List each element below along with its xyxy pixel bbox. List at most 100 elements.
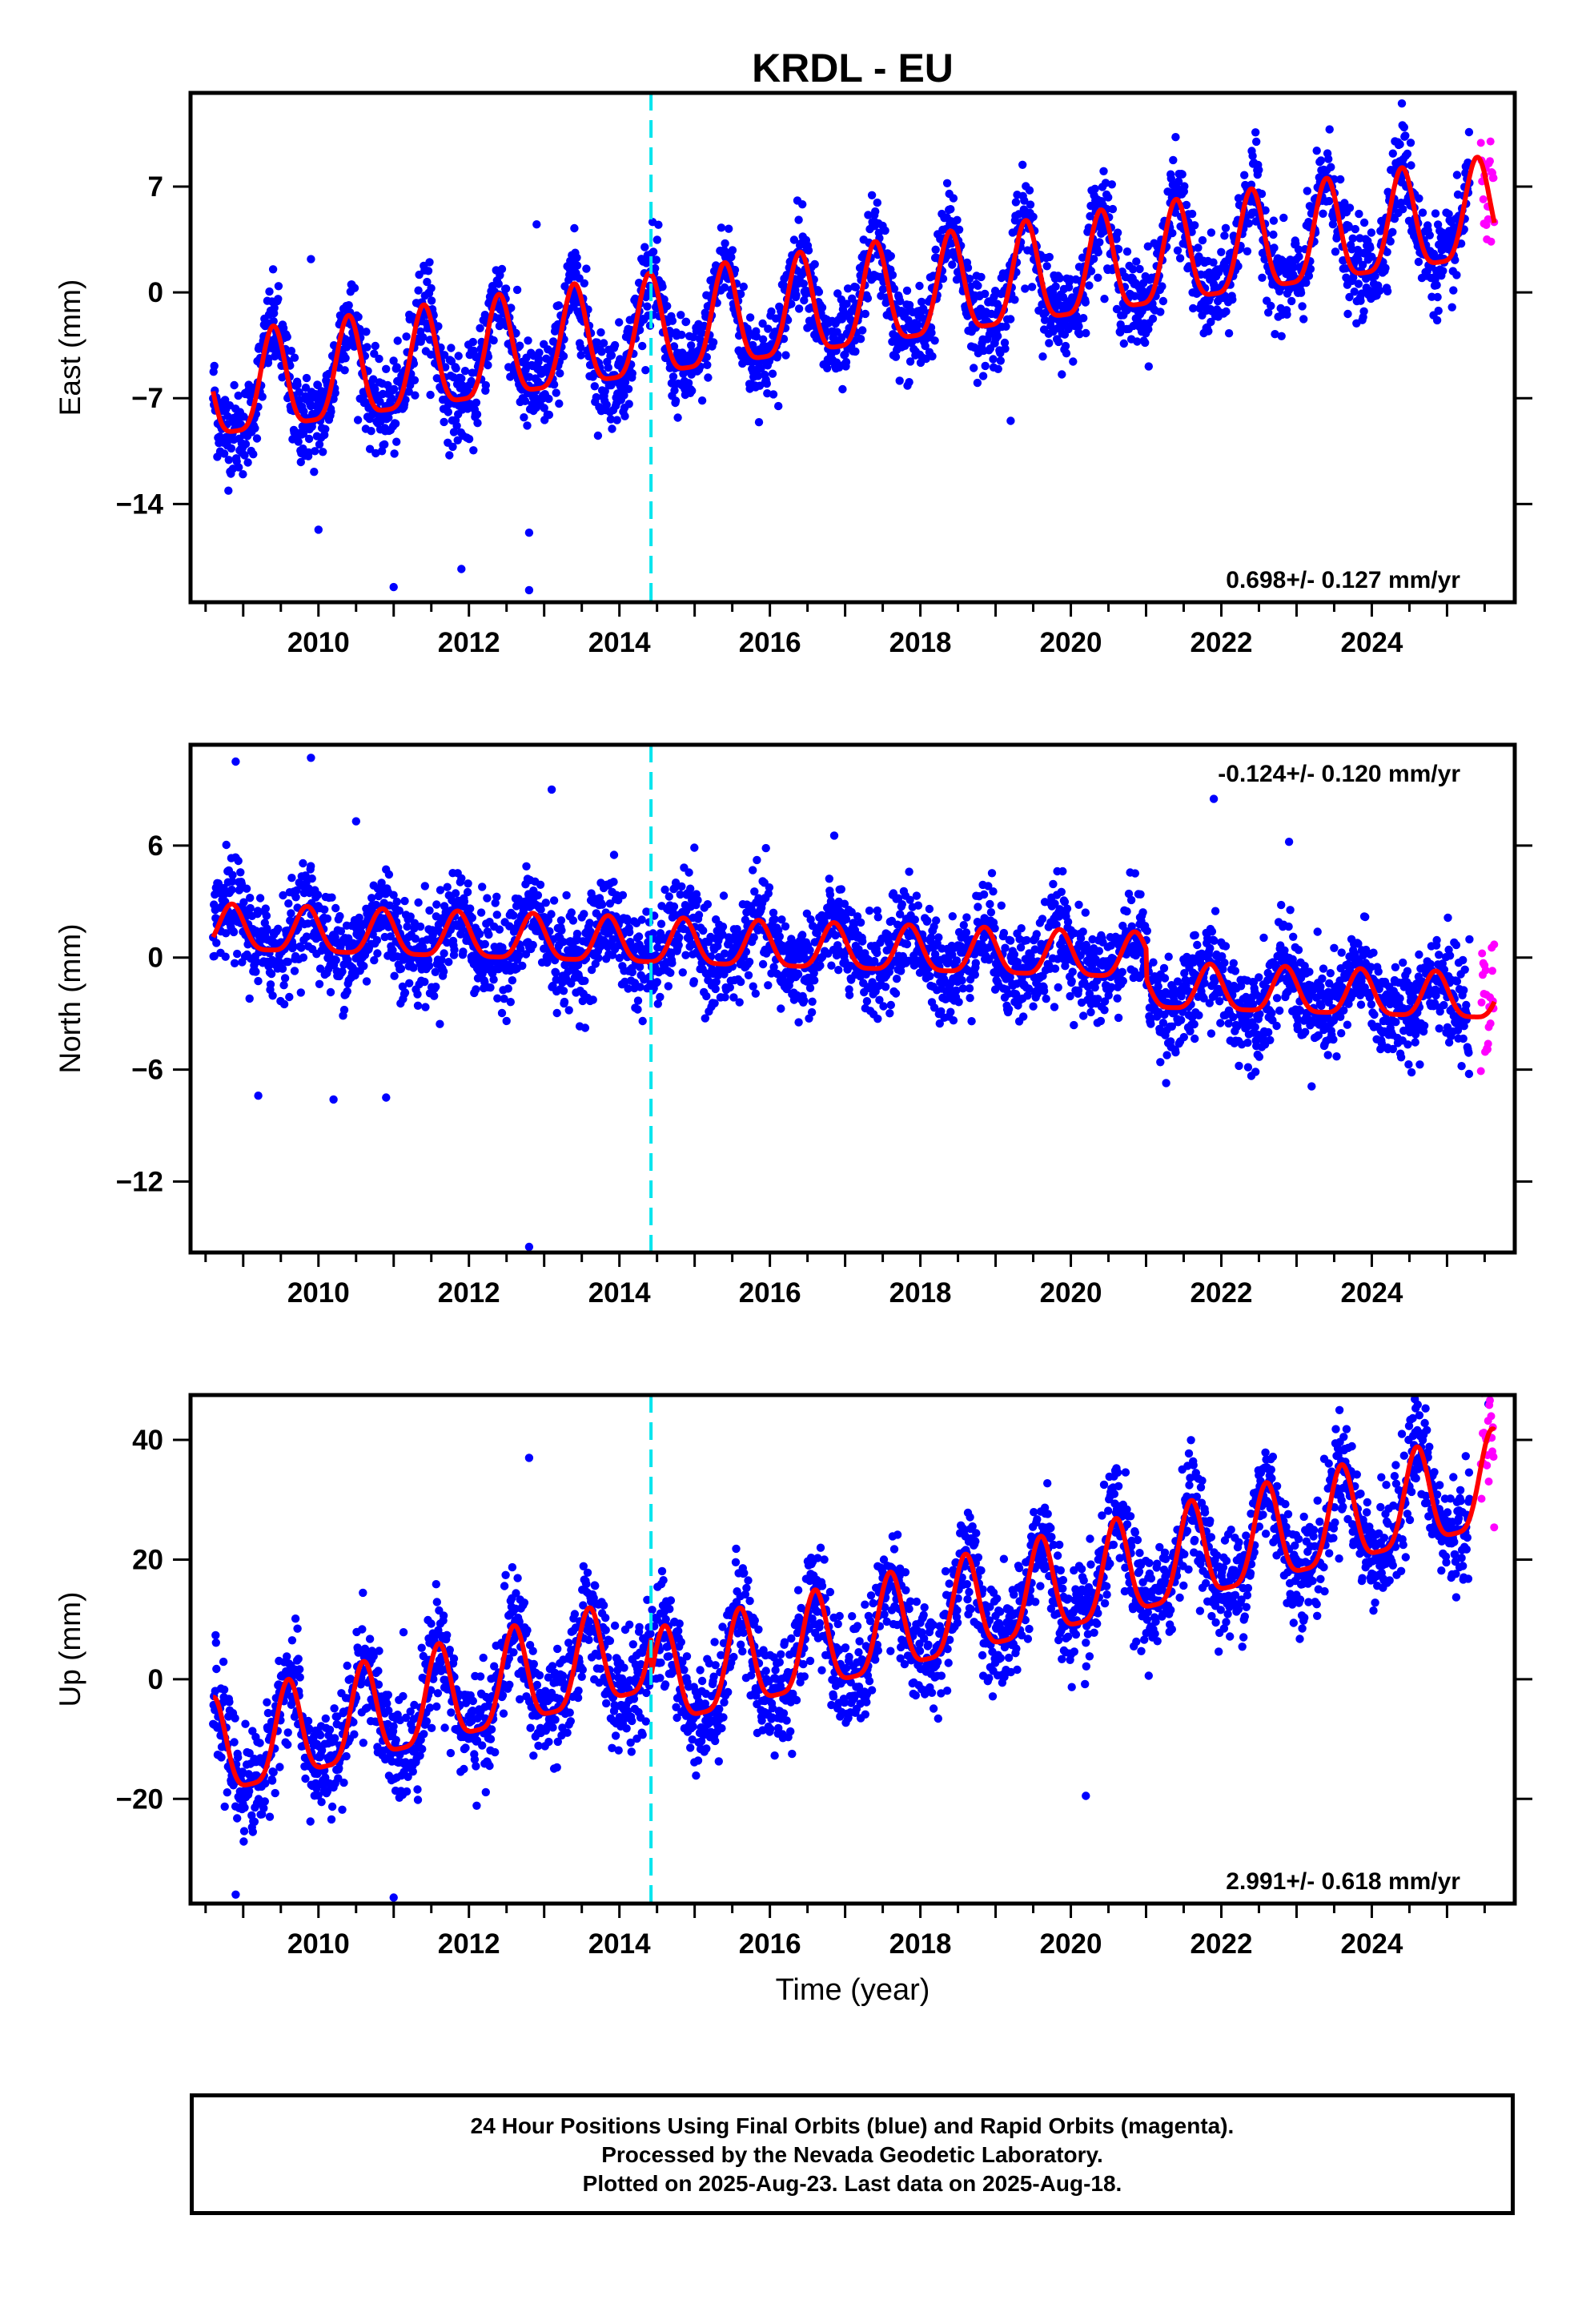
data-point bbox=[283, 332, 291, 341]
data-point bbox=[367, 894, 376, 903]
data-point bbox=[372, 935, 382, 945]
data-point bbox=[552, 388, 560, 397]
data-point bbox=[1090, 184, 1099, 193]
data-point bbox=[1144, 362, 1154, 371]
data-point bbox=[494, 279, 503, 288]
data-point bbox=[443, 883, 452, 891]
data-point bbox=[607, 351, 616, 360]
data-point bbox=[1138, 279, 1148, 287]
data-point bbox=[549, 896, 559, 905]
data-point bbox=[1316, 156, 1326, 165]
data-point bbox=[777, 1004, 785, 1013]
data-point bbox=[758, 335, 768, 344]
data-point bbox=[1359, 307, 1368, 316]
data-point bbox=[592, 392, 600, 402]
data-point bbox=[963, 263, 973, 272]
data-point bbox=[758, 319, 767, 328]
data-point bbox=[798, 200, 807, 209]
data-point bbox=[1358, 260, 1367, 269]
data-point bbox=[660, 295, 669, 304]
data-point bbox=[268, 265, 278, 274]
data-point bbox=[721, 239, 729, 248]
data-point bbox=[576, 351, 585, 360]
outlier-point bbox=[307, 255, 315, 263]
data-point bbox=[451, 889, 460, 898]
data-point bbox=[1075, 330, 1084, 339]
data-point bbox=[568, 916, 578, 925]
data-point bbox=[1234, 262, 1243, 271]
data-point bbox=[673, 413, 682, 422]
data-point bbox=[891, 352, 901, 361]
outlier-point bbox=[389, 582, 398, 592]
data-point bbox=[390, 971, 399, 980]
data-point bbox=[794, 1018, 803, 1027]
data-point bbox=[1287, 296, 1296, 306]
data-point bbox=[445, 451, 454, 460]
data-point bbox=[886, 251, 896, 260]
data-point bbox=[457, 874, 466, 883]
data-point bbox=[536, 880, 545, 890]
data-point bbox=[495, 925, 504, 934]
data-point bbox=[1383, 287, 1392, 296]
data-point bbox=[606, 415, 616, 424]
data-point bbox=[923, 916, 932, 925]
data-point bbox=[464, 879, 472, 888]
data-point bbox=[432, 983, 440, 991]
data-point bbox=[251, 424, 259, 432]
data-point bbox=[331, 955, 340, 965]
data-point bbox=[261, 904, 270, 913]
data-point bbox=[266, 980, 275, 989]
data-point bbox=[1367, 228, 1376, 237]
data-point bbox=[552, 1008, 561, 1018]
data-point bbox=[597, 348, 606, 356]
data-point bbox=[1113, 228, 1122, 237]
data-point bbox=[745, 957, 754, 967]
data-point bbox=[570, 223, 579, 233]
data-point bbox=[287, 347, 296, 356]
data-point bbox=[651, 263, 660, 273]
final-orbit-points bbox=[209, 754, 1474, 1252]
data-point bbox=[856, 918, 865, 927]
data-point bbox=[704, 373, 713, 382]
data-point bbox=[384, 413, 393, 422]
data-point bbox=[946, 1007, 955, 1016]
data-point bbox=[210, 361, 219, 371]
data-point bbox=[737, 977, 745, 987]
data-point bbox=[492, 892, 501, 902]
data-point bbox=[1054, 337, 1063, 347]
data-point bbox=[628, 967, 636, 977]
data-point bbox=[1187, 209, 1197, 219]
data-point bbox=[1365, 286, 1374, 295]
data-point bbox=[424, 961, 434, 971]
y-tick-label: 0 bbox=[148, 277, 163, 308]
data-point bbox=[905, 378, 913, 387]
data-point bbox=[319, 448, 327, 456]
data-point bbox=[625, 927, 634, 937]
data-point bbox=[763, 389, 772, 398]
data-point bbox=[427, 283, 436, 293]
data-point bbox=[1018, 160, 1027, 169]
data-point bbox=[620, 391, 628, 400]
data-point bbox=[873, 913, 883, 922]
data-point bbox=[476, 324, 484, 332]
data-point bbox=[654, 220, 663, 229]
data-point bbox=[1270, 243, 1279, 252]
data-point bbox=[371, 341, 379, 351]
data-point bbox=[1359, 218, 1369, 227]
data-point bbox=[703, 360, 712, 369]
data-point bbox=[449, 428, 459, 436]
data-point bbox=[633, 1005, 642, 1014]
data-point bbox=[444, 958, 453, 967]
data-point bbox=[604, 363, 612, 372]
data-point bbox=[805, 983, 815, 993]
data-point bbox=[401, 396, 410, 404]
y-tick-label: 7 bbox=[148, 171, 163, 203]
data-point bbox=[1367, 252, 1376, 261]
data-point bbox=[1173, 246, 1182, 255]
data-point bbox=[993, 300, 1002, 308]
data-point bbox=[354, 312, 363, 321]
data-point bbox=[769, 390, 778, 399]
data-point bbox=[287, 874, 296, 883]
data-point bbox=[1240, 171, 1249, 179]
